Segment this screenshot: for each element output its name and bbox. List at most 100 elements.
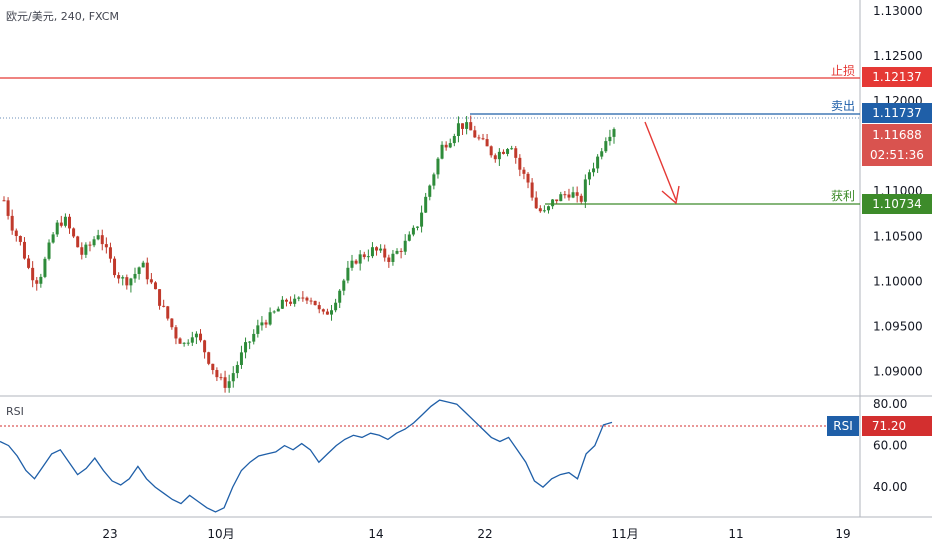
take-profit-badge xyxy=(862,194,932,214)
candle-body xyxy=(207,352,211,364)
candle-body xyxy=(2,200,6,202)
candle-body xyxy=(104,244,108,248)
candle-body xyxy=(289,301,293,304)
candle-body xyxy=(477,137,481,139)
candle-body xyxy=(571,192,575,198)
candle-body xyxy=(436,158,440,175)
candle-body xyxy=(252,333,256,342)
candle-body xyxy=(432,174,436,186)
candle-body xyxy=(362,254,366,258)
candle-body xyxy=(260,322,264,326)
price-tick-label: 1.09500 xyxy=(873,319,923,333)
candle-body xyxy=(31,267,35,281)
candle-body xyxy=(612,129,616,137)
candle-body xyxy=(264,322,268,325)
candle-body xyxy=(321,309,325,312)
candle-body xyxy=(301,297,305,299)
sell-badge xyxy=(862,103,932,123)
candle-body xyxy=(411,227,415,235)
price-tick-label: 1.10000 xyxy=(873,274,923,288)
candle-body xyxy=(293,298,297,304)
candle-body xyxy=(424,196,428,213)
stop-loss-label: 止损 xyxy=(831,64,855,78)
candle-body xyxy=(280,299,284,309)
candle-body xyxy=(149,279,153,283)
candle-body xyxy=(600,151,604,157)
candle-body xyxy=(461,123,465,129)
candle-body xyxy=(219,377,223,379)
candle-body xyxy=(244,342,248,353)
candle-body xyxy=(370,247,374,257)
candle-body xyxy=(186,342,190,344)
candle-body xyxy=(63,216,67,226)
candle-body xyxy=(14,230,18,236)
candle-body xyxy=(501,151,505,154)
price-tick-label: 1.10500 xyxy=(873,229,923,243)
sell-label: 卖出 xyxy=(831,99,855,113)
candle-body xyxy=(166,306,170,319)
candle-body xyxy=(43,258,47,277)
candle-body xyxy=(305,297,309,301)
candle-body xyxy=(153,282,157,290)
candle-body xyxy=(592,168,596,173)
candle-body xyxy=(395,250,399,254)
candle-body xyxy=(88,244,92,246)
candle-body xyxy=(420,212,424,227)
candle-body xyxy=(514,148,518,158)
rsi-line xyxy=(0,399,613,513)
take-profit-value: 1.10734 xyxy=(872,197,922,211)
candle-body xyxy=(334,302,338,311)
candle-body xyxy=(92,239,96,246)
candle-body xyxy=(391,253,395,262)
candle-body xyxy=(248,341,252,343)
candle-body xyxy=(125,277,129,286)
candle-body xyxy=(27,258,31,268)
candle-body xyxy=(522,169,526,174)
candle-body xyxy=(190,337,194,343)
candle-body xyxy=(567,194,571,198)
last-price-value: 1.11688 xyxy=(872,128,922,142)
candle-body xyxy=(608,136,612,142)
candle-body xyxy=(268,312,272,325)
time-tick-label: 14 xyxy=(368,527,383,541)
candle-body xyxy=(448,143,452,148)
candle-body xyxy=(465,122,469,129)
candle-body xyxy=(35,280,39,284)
candle-body xyxy=(22,241,26,259)
candle-body xyxy=(542,210,546,212)
candle-body xyxy=(469,122,473,131)
candle-body xyxy=(47,242,51,259)
candle-body xyxy=(231,373,235,382)
sell-value: 1.11737 xyxy=(872,106,922,120)
candle-body xyxy=(575,192,579,196)
candle-body xyxy=(215,370,219,378)
candle-body xyxy=(194,333,198,338)
rsi-tick-label: 40.00 xyxy=(873,480,907,494)
candle-body xyxy=(309,300,313,302)
candle-body xyxy=(113,258,117,276)
candle-body xyxy=(145,262,149,280)
candle-body xyxy=(444,144,448,148)
candle-body xyxy=(325,311,329,315)
candle-body xyxy=(604,141,608,152)
candle-body xyxy=(18,235,22,242)
rsi-tick-label: 60.00 xyxy=(873,439,907,453)
candle-body xyxy=(579,195,583,202)
candle-body xyxy=(10,215,14,231)
rsi-tick-label: 80.00 xyxy=(873,397,907,411)
candle-body xyxy=(158,289,162,306)
time-tick-label: 10月 xyxy=(207,527,234,541)
candle-body xyxy=(272,311,276,313)
candle-body xyxy=(108,247,112,259)
candle-body xyxy=(493,155,497,160)
candle-body xyxy=(203,340,207,353)
candle-body xyxy=(182,342,186,344)
candle-body xyxy=(100,235,104,245)
candle-body xyxy=(485,139,489,147)
bar-countdown: 02:51:36 xyxy=(870,148,924,162)
candle-body xyxy=(51,234,55,243)
candle-body xyxy=(96,235,100,240)
take-profit-label: 获利 xyxy=(831,189,855,203)
candle-body xyxy=(178,338,182,344)
candle-body xyxy=(199,333,203,341)
